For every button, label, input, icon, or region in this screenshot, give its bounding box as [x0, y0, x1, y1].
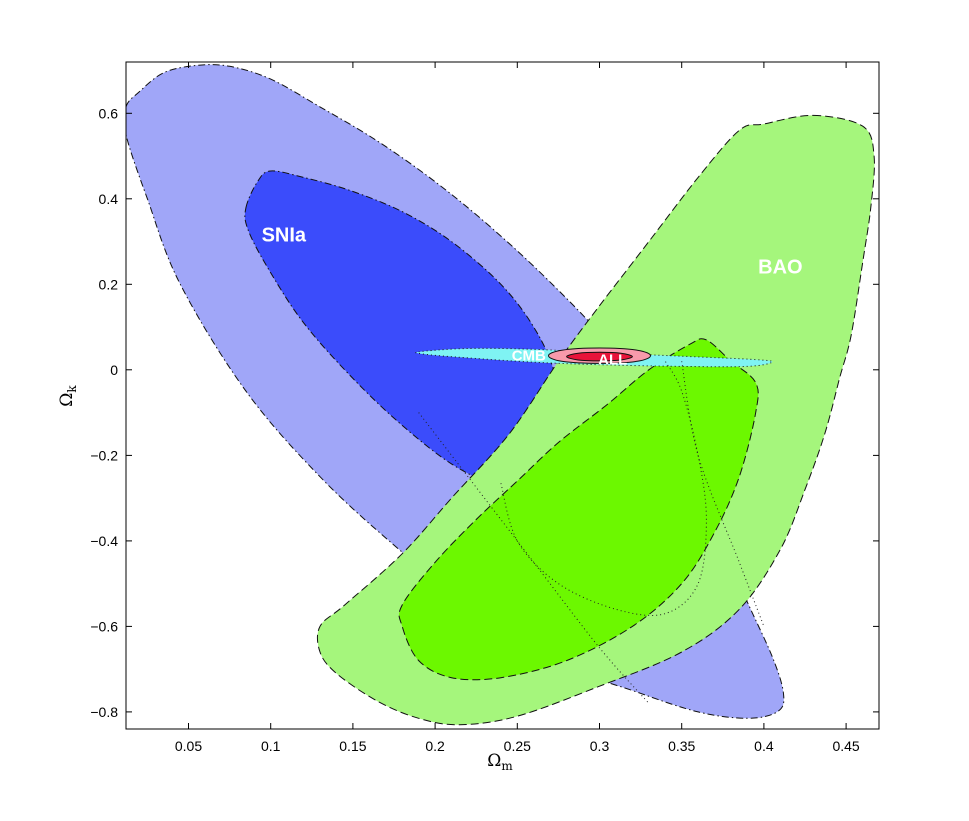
x-axis-label: Ωm: [487, 751, 513, 773]
snia-region-label: SNIa: [262, 225, 307, 247]
bao-inner-contour: [398, 338, 759, 681]
y-tick-label: 0.2: [99, 276, 119, 292]
axis-ticks: 0.05 0.1 0.15 0.2 0.25 0.3 0.35 0.4 0.45 0.6 0.4 0.…: [90, 62, 879, 754]
all-region-label: ALL: [598, 352, 627, 369]
y-tick-label: −0.4: [90, 533, 118, 549]
bao-region-label: BAO: [758, 257, 802, 279]
y-tick-label: −0.8: [90, 704, 118, 720]
x-tick-label: 0.4: [754, 738, 774, 754]
x-tick-label: 0.45: [832, 738, 859, 754]
x-axis-label-main: Ω: [487, 751, 501, 771]
x-tick-label: 0.15: [339, 738, 366, 754]
axes-frame: [125, 61, 880, 730]
dotted-contour-line-2: [418, 412, 650, 704]
y-tick-label: 0: [110, 362, 118, 378]
x-tick-label: 0.3: [590, 738, 610, 754]
x-tick-label: 0.25: [504, 738, 531, 754]
confidence-regions: [126, 64, 875, 726]
y-axis-label-sub: k: [65, 385, 79, 393]
x-tick-label: 0.1: [261, 738, 281, 754]
cmb-region-label: CMB: [512, 347, 546, 364]
dotted-contour-line-3: [681, 361, 765, 627]
x-tick-label: 0.2: [425, 738, 445, 754]
x-tick-label: 0.05: [175, 738, 202, 754]
y-tick-label: −0.2: [90, 447, 118, 463]
x-axis-label-sub: m: [501, 759, 513, 773]
x-tick-label: 0.35: [668, 738, 695, 754]
y-tick-label: 0.6: [99, 105, 119, 121]
region-labels: SNIa BAO CMB ALL: [262, 225, 803, 369]
y-tick-label: 0.4: [99, 191, 119, 207]
y-axis-label: Ωk: [57, 385, 79, 407]
y-axis-label-main: Ω: [57, 393, 77, 407]
y-tick-label: −0.6: [90, 618, 118, 634]
all-inner-contour: [566, 351, 633, 362]
